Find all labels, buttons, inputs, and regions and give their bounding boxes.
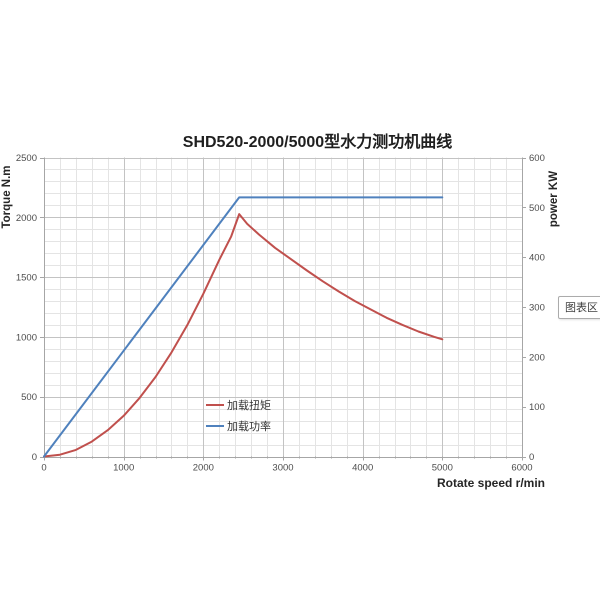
- y-right-tick-label: 400: [529, 253, 545, 264]
- gridlines-major: [44, 157, 523, 458]
- series-line-power[interactable]: [43, 196, 444, 458]
- torque-line-swatch: [206, 404, 224, 406]
- x-tick-label: 2000: [193, 463, 214, 474]
- legend-entry-power[interactable]: 加载功率: [206, 419, 271, 433]
- legend-entry-torque[interactable]: 加载扭矩: [206, 398, 271, 412]
- chart-title: SHD520-2000/5000型水力测功机曲线: [182, 134, 453, 151]
- tick-marks: [40, 158, 526, 461]
- chart-area-tooltip: 图表区: [558, 296, 600, 319]
- y-right-tick-labels: 0 100 200 300 400 500 600: [529, 153, 545, 463]
- y-left-tick-label: 0: [32, 452, 37, 463]
- x-tick-label: 6000: [511, 463, 532, 474]
- x-tick-label: 3000: [272, 463, 293, 474]
- data-series: [43, 196, 444, 458]
- x-tick-label: 1000: [113, 463, 134, 474]
- legend-label-power: 加载功率: [227, 421, 271, 433]
- x-tick-labels: 0 1000 2000 3000 4000 5000 6000: [41, 463, 532, 474]
- power-line-swatch: [206, 425, 224, 427]
- y-right-tick-label: 600: [529, 153, 545, 164]
- x-tick-label: 0: [41, 463, 46, 474]
- y-right-tick-label: 300: [529, 303, 545, 314]
- x-tick-label: 5000: [432, 463, 453, 474]
- y-left-tick-label: 2000: [16, 213, 37, 224]
- legend-label-torque: 加载扭矩: [227, 400, 271, 412]
- y-right-tick-label: 500: [529, 203, 545, 214]
- y-right-tick-label: 0: [529, 452, 534, 463]
- x-tick-label: 4000: [352, 463, 373, 474]
- y-left-tick-label: 2500: [16, 153, 37, 164]
- y-right-tick-label: 200: [529, 352, 545, 363]
- series-line-torque[interactable]: [43, 213, 444, 458]
- y-right-tick-label: 100: [529, 402, 545, 413]
- y-left-tick-label: 500: [21, 392, 37, 403]
- y-left-tick-label: 1500: [16, 273, 37, 284]
- y-left-tick-label: 1000: [16, 332, 37, 343]
- x-axis-title: Rotate speed r/min: [436, 476, 545, 490]
- y-left-tick-labels: 0 500 1000 1500 2000 2500: [16, 153, 37, 463]
